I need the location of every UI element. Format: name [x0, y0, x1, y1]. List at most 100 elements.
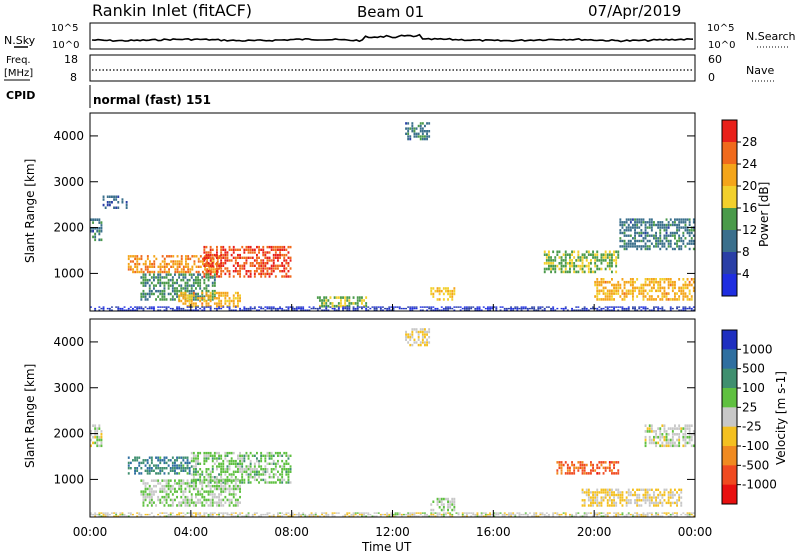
- heatmap-cell: [688, 513, 691, 516]
- heatmap-cell: [600, 461, 603, 464]
- heatmap-cell: [176, 265, 179, 268]
- heatmap-cell: [100, 515, 103, 517]
- heatmap-cell: [400, 513, 403, 516]
- heatmap-cell: [342, 306, 344, 308]
- heatmap-cell: [611, 461, 613, 464]
- heatmap-cell: [239, 513, 241, 516]
- heatmap-cell: [100, 512, 103, 514]
- heatmap-cell: [676, 438, 678, 442]
- heatmap-cell: [266, 267, 269, 270]
- heatmap-cell: [169, 512, 172, 514]
- heatmap-cell: [102, 198, 105, 201]
- heatmap-cell: [619, 283, 622, 287]
- heatmap-cell: [638, 513, 641, 516]
- heatmap-cell: [291, 515, 294, 517]
- heatmap-cell: [676, 501, 678, 505]
- heatmap-cell: [144, 292, 147, 296]
- heatmap-cell: [655, 306, 657, 308]
- heatmap-cell: [228, 302, 231, 305]
- heatmap-cell: [134, 255, 137, 258]
- heatmap-cell: [169, 498, 172, 502]
- heatmap-cell: [234, 465, 237, 468]
- heatmap-cell: [621, 226, 624, 229]
- heatmap-cell: [688, 242, 691, 245]
- heatmap-cell: [232, 256, 235, 259]
- heatmap-cell: [428, 336, 431, 339]
- heatmap-cell: [644, 306, 647, 308]
- heatmap-cell: [653, 515, 655, 517]
- heatmap-cell: [228, 451, 231, 455]
- heatmap-cell: [436, 515, 439, 517]
- heatmap-cell: [552, 259, 555, 262]
- heatmap-cell: [594, 256, 597, 259]
- heatmap-cell: [407, 515, 410, 517]
- heatmap-cell: [239, 248, 241, 251]
- heatmap-cell: [258, 264, 260, 267]
- heatmap-cell: [585, 491, 588, 494]
- heatmap-cell: [249, 245, 252, 249]
- heatmap-cell: [201, 291, 204, 295]
- heatmap-cell: [253, 270, 256, 273]
- heatmap-cell: [159, 289, 162, 293]
- heatmap-cell: [144, 268, 147, 271]
- heatmap-cell: [272, 267, 275, 270]
- heatmap-cell: [436, 513, 439, 516]
- heatmap-cell: [98, 309, 101, 311]
- heatmap-cell: [325, 304, 328, 308]
- heatmap-cell: [640, 247, 643, 251]
- heatmap-cell: [155, 284, 157, 287]
- heatmap-cell: [268, 476, 271, 479]
- heatmap-cell: [264, 478, 267, 482]
- heatmap-cell: [669, 501, 672, 505]
- heatmap-cell: [623, 280, 626, 284]
- heatmap-cell: [543, 513, 546, 516]
- heatmap-cell: [590, 270, 592, 274]
- heatmap-cell: [674, 427, 676, 430]
- heatmap-cell: [239, 267, 241, 270]
- heatmap-cell: [197, 257, 200, 261]
- heatmap-cell: [495, 309, 498, 311]
- heatmap-cell: [224, 302, 227, 305]
- heatmap-cell: [199, 278, 202, 282]
- heatmap-cell: [176, 513, 178, 516]
- heatmap-cell: [287, 245, 290, 249]
- heatmap-cell: [195, 470, 197, 473]
- heatmap-cell: [214, 270, 217, 274]
- heatmap-cell: [409, 309, 412, 311]
- heatmap-cell: [665, 278, 668, 281]
- heatmap-cell: [583, 309, 586, 311]
- heatmap-cell: [237, 256, 239, 259]
- heatmap-cell: [674, 237, 676, 240]
- heatmap-cell: [388, 513, 391, 516]
- heatmap-cell: [195, 482, 197, 485]
- heatmap-cell: [682, 231, 685, 235]
- power-colorbar-label: Power [dB]: [757, 182, 771, 247]
- heatmap-cell: [396, 306, 399, 308]
- heatmap-cell: [440, 289, 443, 293]
- heatmap-cell: [140, 281, 143, 285]
- heatmap-cell: [239, 457, 241, 460]
- freq-tick-top: 18: [64, 53, 78, 66]
- heatmap-cell: [132, 270, 134, 274]
- heatmap-cell: [680, 226, 683, 229]
- heatmap-cell: [283, 267, 286, 270]
- heatmap-cell: [682, 289, 685, 293]
- heatmap-cell: [524, 307, 527, 310]
- heatmap-cell: [287, 256, 290, 259]
- heatmap-cell: [178, 472, 181, 475]
- heatmap-cell: [279, 451, 281, 455]
- heatmap-cell: [650, 218, 653, 221]
- heatmap-cell: [277, 253, 279, 257]
- heatmap-cell: [264, 253, 267, 257]
- heatmap-cell: [274, 248, 277, 251]
- heatmap-cell: [587, 250, 590, 254]
- heatmap-cell: [260, 267, 263, 270]
- heatmap-cell: [260, 307, 263, 310]
- heatmap-cell: [667, 280, 670, 284]
- heatmap-cell: [396, 513, 399, 516]
- heatmap-cell: [228, 465, 231, 468]
- heatmap-cell: [646, 245, 649, 248]
- heatmap-cell: [226, 270, 229, 273]
- heatmap-cell: [232, 462, 235, 465]
- heatmap-cell: [678, 433, 681, 436]
